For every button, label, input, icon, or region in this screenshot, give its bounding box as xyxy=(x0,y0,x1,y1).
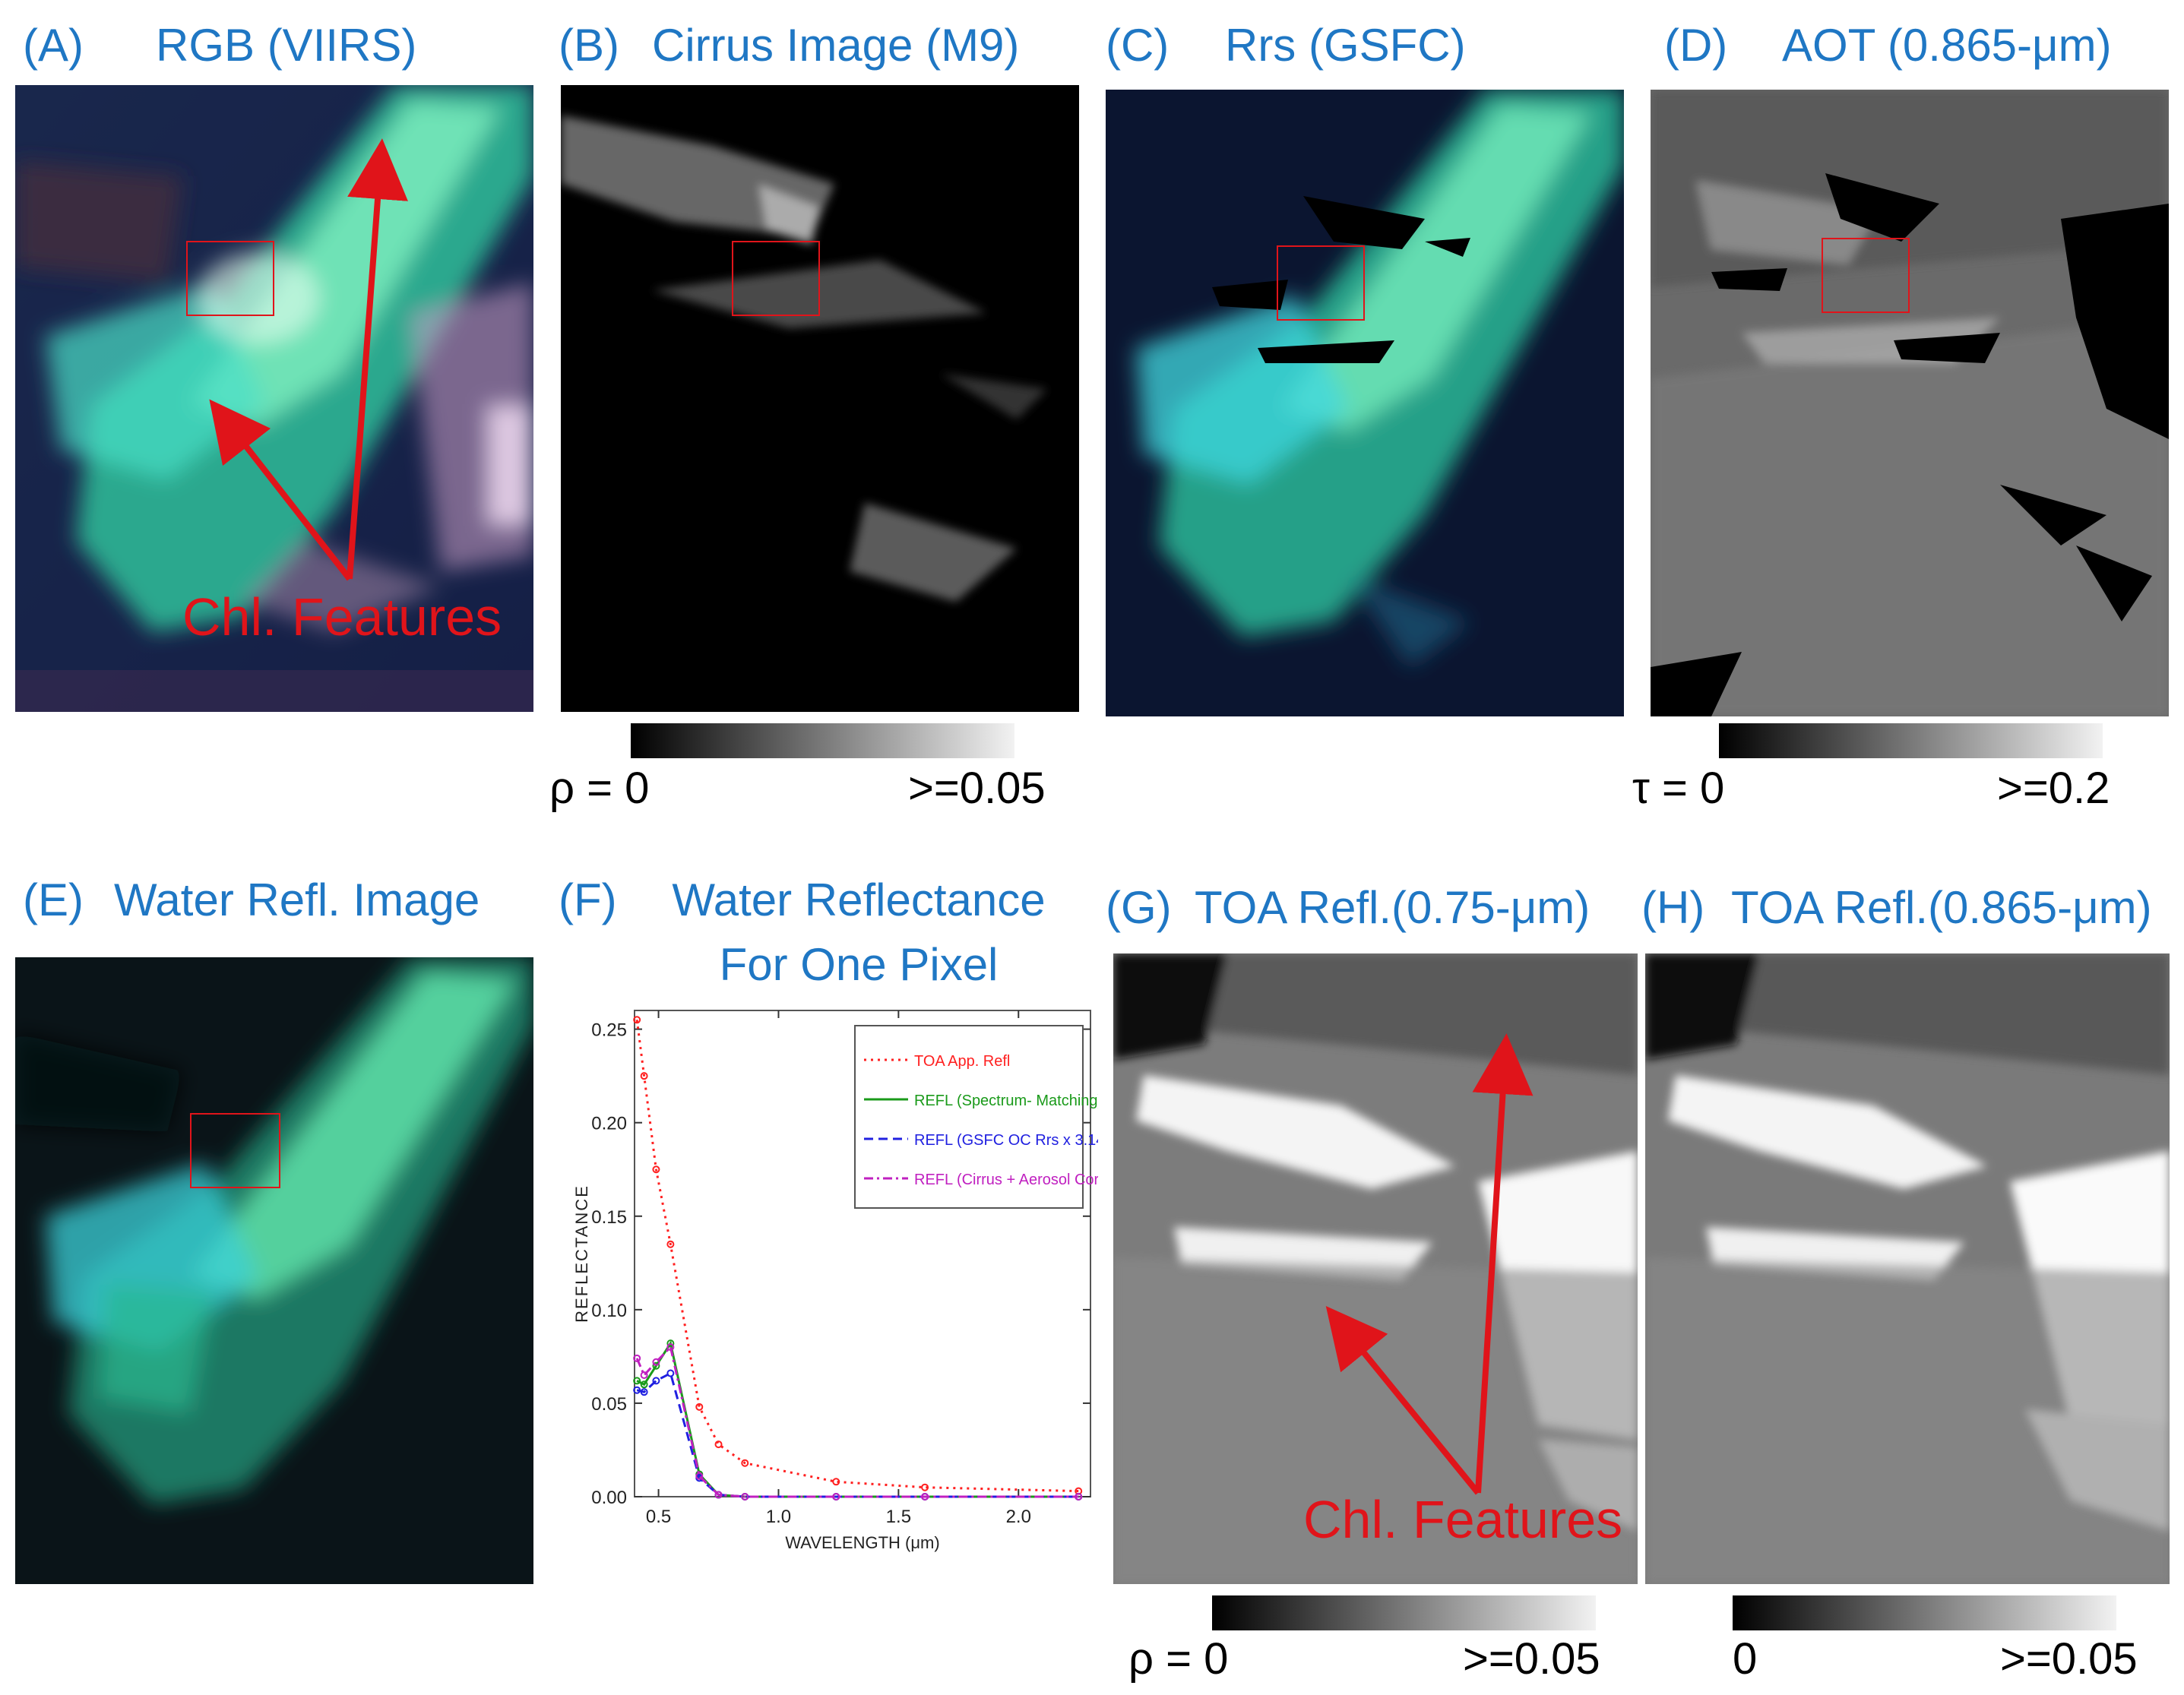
panel-a-rgb-image: Chl. Features xyxy=(15,85,533,712)
legend-entry: REFL (Spectrum- Matching) xyxy=(914,1093,1098,1109)
panel-h-toa-0865-image xyxy=(1645,953,2170,1584)
panel-d-letter: (D) xyxy=(1664,20,1728,71)
panel-d-title: AOT (0.865-μm) xyxy=(1782,20,2112,71)
chl-features-label-g: Chl. Features xyxy=(1303,1490,1623,1549)
x-tick-label: 2.0 xyxy=(1006,1507,1031,1527)
series-point-0 xyxy=(666,1240,675,1248)
series-point-0 xyxy=(832,1478,840,1486)
colorbar-g-min: ρ = 0 xyxy=(1128,1634,1229,1684)
x-tick-label: 1.0 xyxy=(766,1507,791,1527)
panel-c-letter: (C) xyxy=(1106,20,1170,71)
chl-arrows-g xyxy=(1325,1033,1534,1495)
panel-e-letter: (E) xyxy=(23,874,84,925)
panel-g-toa-075-image: Chl. Features xyxy=(1113,953,1638,1584)
series-line-3 xyxy=(635,1345,1079,1498)
series-point-3 xyxy=(633,1354,641,1362)
x-tick-label: 0.5 xyxy=(646,1507,671,1527)
panel-h-title: TOA Refl.(0.865-μm) xyxy=(1731,882,2152,933)
region-of-interest-box xyxy=(732,241,820,316)
colorbar-h-min: 0 xyxy=(1733,1634,1758,1684)
region-of-interest-box xyxy=(186,241,274,316)
series-point-1 xyxy=(633,1377,641,1385)
colorbar-b xyxy=(631,723,1014,758)
legend-entry: REFL (GSFC OC Rrs x 3.14) xyxy=(914,1132,1098,1149)
panel-a-letter: (A) xyxy=(23,20,84,71)
series-point-1 xyxy=(640,1380,648,1389)
series-point-0 xyxy=(640,1072,648,1080)
colorbar-h-max: >=0.05 xyxy=(2000,1634,2138,1684)
colorbar-h xyxy=(1733,1595,2116,1630)
colorbar-d xyxy=(1719,723,2103,758)
panel-a-title: RGB (VIIRS) xyxy=(156,20,417,71)
chl-features-label-a: Chl. Features xyxy=(182,587,502,647)
series-point-3 xyxy=(832,1493,840,1501)
series-point-2 xyxy=(666,1369,675,1377)
region-of-interest-box xyxy=(190,1113,280,1188)
panel-f-letter: (F) xyxy=(559,874,617,925)
series-point-0 xyxy=(695,1402,704,1411)
panel-e-water-refl-image xyxy=(15,957,533,1584)
panel-f-reflectance-chart: 0.00 0.05 0.10 0.15 0.20 0.25 0.5 1.0 1.5 2.0 WAVE… xyxy=(572,1010,1098,1552)
region-of-interest-box xyxy=(1822,238,1910,313)
series-point-2 xyxy=(640,1388,648,1396)
series-point-3 xyxy=(666,1343,675,1352)
x-axis-label: WAVELENGTH (μm) xyxy=(785,1533,939,1552)
series-point-0 xyxy=(633,1016,641,1024)
legend-entry: REFL (Cirrus + Aerosol Corr.) xyxy=(914,1172,1098,1188)
series-point-0 xyxy=(714,1440,723,1449)
region-of-interest-box xyxy=(1277,245,1365,321)
series-point-3 xyxy=(640,1371,648,1379)
panel-g-title: TOA Refl.(0.75-μm) xyxy=(1195,882,1591,933)
y-tick-label: 0.20 xyxy=(591,1114,627,1134)
panel-c-title: Rrs (GSFC) xyxy=(1225,20,1466,71)
colorbar-b-max: >=0.05 xyxy=(908,764,1046,813)
series-line-0 xyxy=(635,1020,1079,1493)
series-point-2 xyxy=(633,1386,641,1394)
series-point-1 xyxy=(666,1339,675,1348)
series-point-3 xyxy=(921,1493,929,1501)
chl-arrows-a xyxy=(209,138,408,581)
panel-f-title-line1: Water Reflectance xyxy=(672,874,1046,925)
series-point-0 xyxy=(921,1483,929,1491)
panel-f-title-line2: For One Pixel xyxy=(719,939,999,990)
panel-g-letter: (G) xyxy=(1106,882,1172,933)
panel-b-title: Cirrus Image (M9) xyxy=(652,20,1020,71)
panel-b-letter: (B) xyxy=(559,20,619,71)
y-tick-label: 0.10 xyxy=(591,1301,627,1321)
colorbar-g xyxy=(1212,1595,1596,1630)
series-point-2 xyxy=(652,1377,660,1385)
colorbar-b-min: ρ = 0 xyxy=(549,764,650,813)
y-tick-label: 0.00 xyxy=(591,1488,627,1508)
y-axis-label: REFLECTANCE xyxy=(572,1184,591,1323)
series-point-3 xyxy=(714,1491,723,1499)
series-point-0 xyxy=(741,1459,749,1467)
panel-d-aot-image xyxy=(1651,90,2169,716)
y-tick-label: 0.05 xyxy=(591,1394,627,1415)
panel-e-title: Water Refl. Image xyxy=(114,874,480,925)
series-point-0 xyxy=(652,1165,660,1174)
panel-c-rrs-image xyxy=(1106,90,1624,716)
series-point-3 xyxy=(695,1472,704,1480)
y-tick-label: 0.25 xyxy=(591,1020,627,1041)
colorbar-d-max: >=0.2 xyxy=(1997,764,2110,813)
legend-box xyxy=(854,1025,1084,1209)
series-point-3 xyxy=(741,1493,749,1501)
series-point-1 xyxy=(652,1361,660,1370)
colorbar-d-min: τ = 0 xyxy=(1632,764,1725,813)
series-point-3 xyxy=(1075,1493,1083,1501)
colorbar-g-max: >=0.05 xyxy=(1463,1634,1600,1684)
y-tick-label: 0.15 xyxy=(591,1207,627,1228)
x-tick-label: 1.5 xyxy=(886,1507,911,1527)
panel-h-letter: (H) xyxy=(1641,882,1705,933)
panel-b-cirrus-image xyxy=(561,85,1079,712)
series-point-3 xyxy=(652,1358,660,1366)
legend-entry: TOA App. Refl xyxy=(914,1053,1010,1070)
